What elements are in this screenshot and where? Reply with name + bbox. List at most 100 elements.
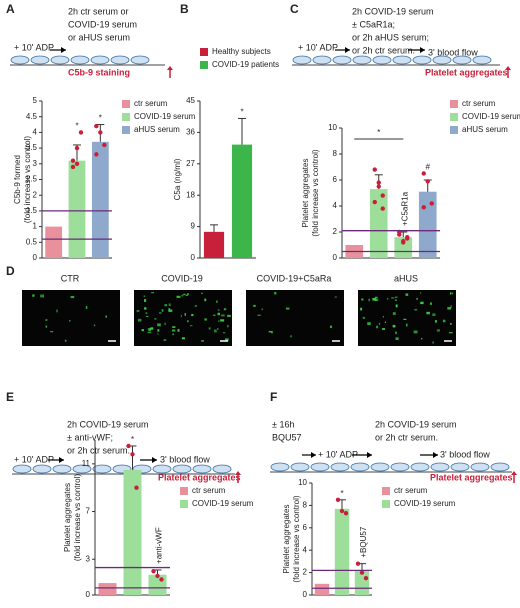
cell [472, 55, 492, 65]
cell [70, 55, 90, 65]
schematic-text: ± C5aR1a; [352, 19, 395, 29]
y-tick-label: 8 [333, 149, 338, 158]
speck [227, 324, 229, 328]
speck [201, 340, 205, 342]
readout: Platelet aggregates [430, 472, 513, 482]
speck [395, 304, 398, 308]
cell [90, 55, 110, 65]
y-tick-label: 0.5 [26, 237, 38, 246]
speck [137, 318, 142, 322]
cell [370, 462, 390, 472]
cell [72, 464, 92, 474]
speck [45, 319, 48, 321]
speck [451, 292, 453, 295]
speck [392, 312, 396, 315]
data-point [102, 142, 107, 148]
cell [390, 462, 410, 472]
y-tick-label: 0 [303, 590, 308, 599]
legend-label: COVID-19 serum [134, 112, 196, 121]
cell [372, 55, 392, 65]
speck [450, 292, 452, 295]
bar [314, 583, 330, 595]
cell [52, 464, 72, 474]
speck [432, 313, 436, 316]
speck [177, 328, 180, 332]
significance: # [426, 163, 431, 172]
significance: * [377, 128, 380, 137]
cell [352, 55, 372, 65]
speck [448, 331, 453, 334]
y-axis-label: Platelet aggregates [282, 505, 291, 574]
arrow-head [311, 452, 316, 458]
speck [187, 320, 189, 323]
speck [189, 325, 193, 327]
legend-label: ctr serum [462, 99, 496, 108]
speck [105, 315, 108, 318]
schematic-text: or 2h aHUS serum; [352, 32, 429, 42]
speck [290, 335, 292, 338]
speck [40, 294, 45, 298]
speck [70, 295, 75, 299]
speck [176, 295, 181, 298]
speck [157, 328, 160, 332]
schematic-text: + 10' ADP [14, 42, 54, 52]
arrow-head [61, 47, 66, 53]
up-arrow-head [235, 471, 241, 475]
speck [442, 319, 446, 323]
speck [360, 307, 363, 311]
y-tick-label: 10 [298, 478, 307, 487]
data-point [343, 511, 349, 516]
cell [192, 464, 212, 474]
schematic-text: ± anti-vWF; [67, 432, 113, 442]
y-tick-label: 18 [186, 190, 195, 199]
panel-label: D [6, 264, 15, 278]
schematic-text: or 2h ctr serum. [67, 445, 130, 455]
speck [201, 292, 203, 294]
schematic-text: COVID-19 serum [68, 19, 137, 29]
speck [394, 296, 398, 298]
y-tick-label: 11 [82, 459, 91, 468]
speck [405, 293, 409, 296]
speck [382, 316, 385, 318]
legend-swatch [450, 126, 458, 134]
micrograph [22, 290, 120, 346]
y-axis-label: C5b-9 formed [13, 155, 22, 204]
cell [490, 462, 510, 472]
y-tick-label: 0 [33, 253, 38, 262]
significance: * [131, 435, 134, 444]
y-tick-label: 2 [33, 190, 38, 199]
speck [157, 323, 161, 327]
y-axis-label: (fold increase vs control) [292, 495, 301, 582]
schematic-text: or 2h ctr serum. [375, 432, 438, 442]
speck [285, 307, 290, 310]
legend-label: ctr serum [394, 486, 428, 495]
cell [92, 464, 112, 474]
image-title: CTR [61, 273, 80, 283]
speck [172, 329, 176, 332]
legend-swatch [450, 100, 458, 108]
speck [261, 308, 263, 311]
speck [172, 326, 176, 328]
panel-label: B [180, 2, 189, 16]
speck [268, 331, 272, 333]
data-point [339, 508, 345, 514]
y-tick-label: 45 [186, 96, 195, 105]
data-point [376, 184, 381, 189]
arrow-head [367, 452, 372, 458]
schematic-text: or 2h ctr serum. [352, 45, 415, 55]
speck [372, 297, 376, 301]
speck [384, 321, 386, 324]
speck [223, 308, 227, 311]
speck [150, 327, 154, 330]
speck [164, 322, 166, 326]
cell [30, 55, 50, 65]
bar [369, 189, 388, 258]
speck [447, 307, 451, 310]
speck [136, 309, 140, 312]
speck [376, 325, 379, 329]
cell [332, 55, 352, 65]
speck [257, 314, 261, 316]
speck [187, 293, 189, 295]
data-point [94, 152, 99, 157]
y-tick-label: 7 [86, 507, 91, 516]
